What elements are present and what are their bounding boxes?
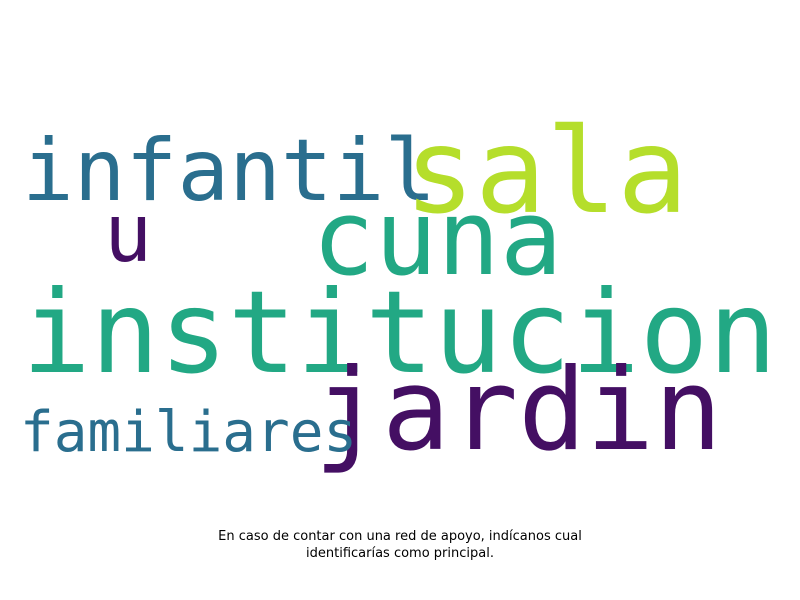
caption-line-1: En caso de contar con una red de apoyo, …: [218, 529, 582, 544]
caption: En caso de contar con una red de apoyo, …: [0, 528, 800, 562]
word-infantil: infantil: [22, 121, 437, 221]
word-sala: sala: [404, 102, 689, 240]
word-u: u: [104, 187, 153, 280]
word-institucion: institucion: [22, 266, 777, 399]
word-cloud: infantil sala cuna u institucion jardin …: [20, 102, 777, 476]
caption-line-2: identificarías como principal.: [306, 546, 494, 561]
word-jardin: jardin: [314, 344, 723, 476]
word-cuna: cuna: [312, 177, 563, 299]
word-familiares: familiares: [20, 400, 358, 465]
